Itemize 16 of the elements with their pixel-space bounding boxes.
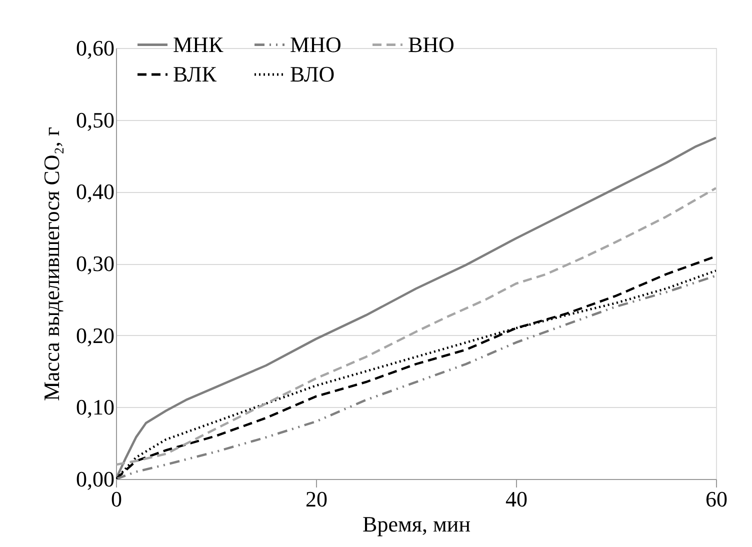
- y-tick-label: 0,40: [76, 179, 114, 204]
- legend-label: ВНО: [408, 32, 454, 57]
- y-tick-label: 0,60: [76, 36, 114, 60]
- x-axis-title: Время, мин: [362, 512, 471, 536]
- y-axis-title: Масса выделившегося CO₂, г: [39, 126, 64, 402]
- x-tick-label: 40: [506, 486, 528, 512]
- legend-label: ВЛК: [173, 62, 217, 86]
- y-tick-label: 0,10: [76, 394, 114, 420]
- legend-label: МНО: [290, 32, 342, 57]
- legend-label: МНК: [173, 32, 224, 57]
- y-tick-label: 0,50: [76, 107, 114, 132]
- x-tick-label: 20: [306, 486, 328, 512]
- y-tick-label: 0,30: [76, 251, 114, 276]
- legend-label: ВЛО: [290, 62, 335, 86]
- y-tick-label: 0,20: [76, 322, 114, 348]
- x-tick-label: 60: [706, 486, 728, 512]
